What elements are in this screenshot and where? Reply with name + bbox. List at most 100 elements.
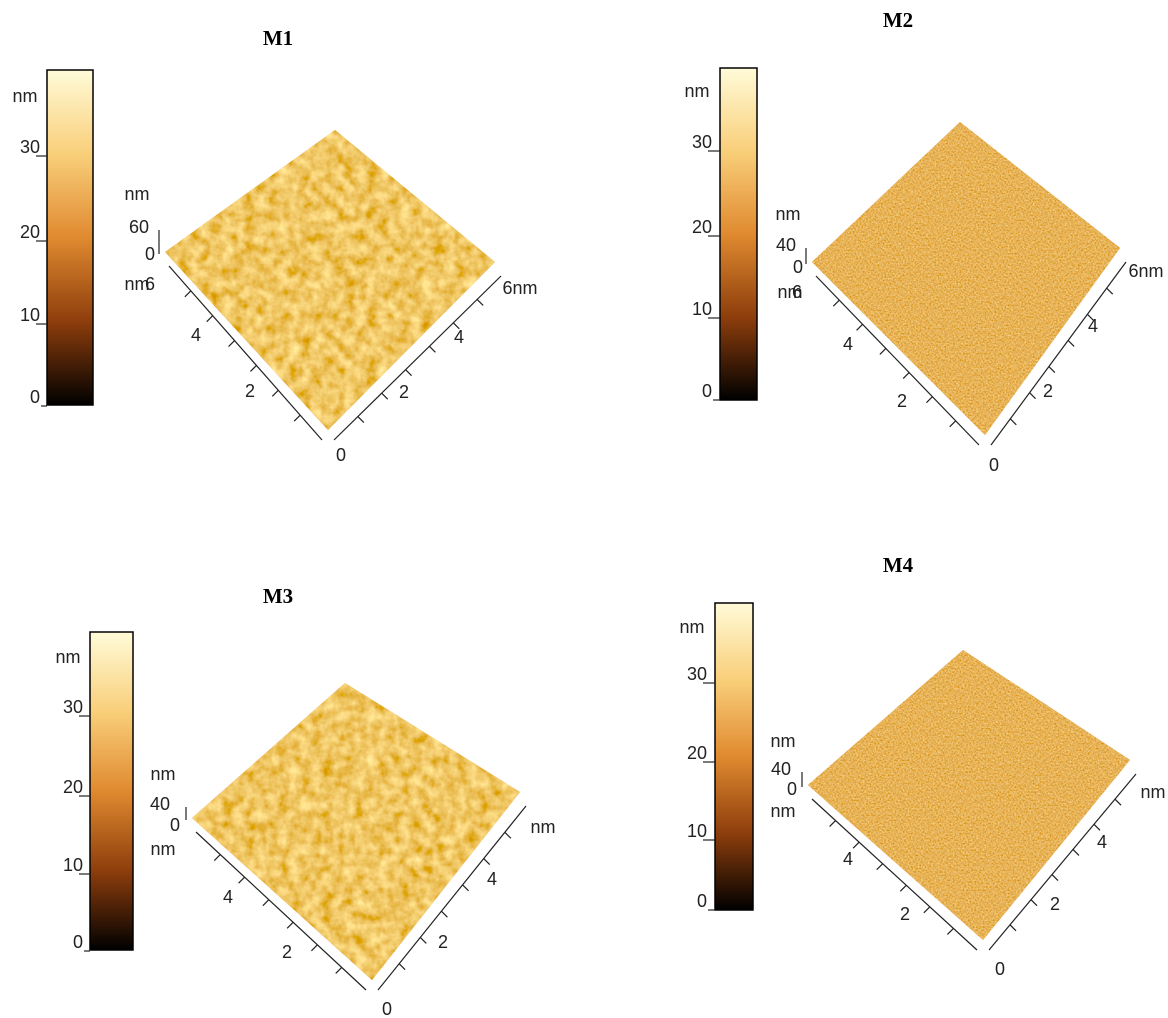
colorbar-tick-label: 10	[692, 299, 712, 319]
colorbar	[90, 632, 133, 950]
axis-tick	[1031, 900, 1037, 906]
right-axis-tick-label: 4	[1097, 832, 1107, 852]
axis-tick	[833, 300, 839, 306]
origin-label: 0	[989, 455, 999, 475]
z-axis-max: 40	[150, 794, 170, 814]
z-axis-unit: nm	[124, 184, 149, 204]
left-axis-tick-label: 4	[223, 887, 233, 907]
right-axis-tick-label: 6nm	[1128, 261, 1163, 281]
axis-tick	[950, 421, 956, 427]
axis-tick	[229, 341, 235, 347]
axis-tick	[336, 967, 342, 973]
left-axis-tick-label: 6	[792, 282, 802, 302]
colorbar-unit: nm	[684, 81, 709, 101]
axis-tick	[294, 415, 300, 421]
left-axis-tick-label: 4	[191, 325, 201, 345]
z-axis-unit: nm	[150, 764, 175, 784]
left-axis-tick-label: 2	[900, 904, 910, 924]
axis-tick	[1010, 419, 1016, 425]
colorbar-unit: nm	[55, 647, 80, 667]
origin-label: 0	[336, 445, 346, 465]
axis-tick	[926, 397, 932, 403]
axis-tick	[441, 911, 447, 917]
left-axis-tick-label: 4	[843, 334, 853, 354]
axis-tick	[214, 855, 220, 861]
surface-texture	[165, 130, 495, 430]
z-axis-max: 40	[771, 759, 791, 779]
panel-title: M2	[883, 8, 913, 32]
axis-tick	[1052, 875, 1058, 881]
axis-tick	[358, 417, 364, 423]
colorbar-tick-label: 20	[692, 217, 712, 237]
left-axis-tick-label: 2	[282, 942, 292, 962]
right-axis-tick-label: 4	[1088, 316, 1098, 336]
axis-tick	[399, 964, 405, 970]
left-axis-tick-label: 2	[245, 381, 255, 401]
axis-tick	[853, 842, 859, 848]
axis-tick	[1030, 393, 1036, 399]
axis-tick	[382, 393, 388, 399]
axis-tick	[185, 291, 191, 297]
left-axis-tick-label: 6	[145, 274, 155, 294]
axis-tick	[1094, 824, 1100, 830]
axis-tick	[1068, 340, 1074, 346]
colorbar-tick-label: 10	[687, 821, 707, 841]
axis-tick	[1115, 799, 1121, 805]
axis-tick	[903, 373, 909, 379]
left-axis-unit: nm	[770, 801, 795, 821]
axis-tick	[239, 877, 245, 883]
axis-tick	[272, 390, 278, 396]
right-axis-tick-label: 2	[438, 932, 448, 952]
axis-tick	[420, 937, 426, 943]
origin-label: 0	[995, 959, 1005, 979]
colorbar-unit: nm	[12, 86, 37, 106]
z-axis-min: 0	[145, 244, 155, 264]
surface-texture	[812, 122, 1120, 435]
colorbar	[47, 70, 93, 405]
axis-tick	[463, 885, 469, 891]
z-axis-min: 0	[793, 257, 803, 277]
right-axis-tick-label: nm	[1140, 782, 1165, 802]
left-axis-tick-label: 4	[843, 849, 853, 869]
axis-tick	[924, 907, 930, 913]
colorbar-tick-label: 20	[63, 777, 83, 797]
origin-label: 0	[382, 999, 392, 1018]
axis-tick	[250, 365, 256, 371]
axis-tick	[877, 864, 883, 870]
colorbar-tick-label: 0	[697, 891, 707, 911]
colorbar-tick-label: 0	[73, 932, 83, 952]
colorbar-tick-label: 20	[20, 222, 40, 242]
panel-title: M1	[263, 26, 293, 50]
colorbar-unit: nm	[679, 617, 704, 637]
axis-tick	[900, 885, 906, 891]
axis-tick	[1049, 367, 1055, 373]
panel-title: M4	[883, 553, 914, 577]
right-axis-tick-label: 6nm	[502, 278, 537, 298]
axis-tick	[406, 370, 412, 376]
colorbar	[720, 68, 757, 400]
right-axis-tick-label: nm	[530, 817, 555, 837]
left-axis-tick-label: 2	[897, 391, 907, 411]
axis-tick	[287, 922, 293, 928]
z-axis-unit: nm	[775, 204, 800, 224]
colorbar-tick-label: 10	[63, 855, 83, 875]
colorbar-tick-label: 0	[702, 381, 712, 401]
right-axis-tick-label: 2	[399, 382, 409, 402]
z-axis-max: 40	[776, 235, 796, 255]
right-axis-tick-label: 4	[487, 869, 497, 889]
right-axis-tick-label: 2	[1043, 381, 1053, 401]
right-axis-tick-label: 4	[454, 327, 464, 347]
axis-tick	[477, 299, 483, 305]
axis-tick	[484, 859, 490, 865]
colorbar-tick-label: 10	[20, 305, 40, 325]
colorbar-tick-label: 30	[687, 664, 707, 684]
z-axis-min: 0	[170, 815, 180, 835]
axis-tick	[505, 832, 511, 838]
surface-texture	[192, 683, 520, 980]
axis-tick	[1073, 849, 1079, 855]
right-axis-tick-label: 2	[1050, 894, 1060, 914]
z-axis-min: 0	[787, 779, 797, 799]
colorbar	[715, 603, 753, 910]
left-axis-unit: nm	[150, 839, 175, 859]
axis-tick	[947, 928, 953, 934]
